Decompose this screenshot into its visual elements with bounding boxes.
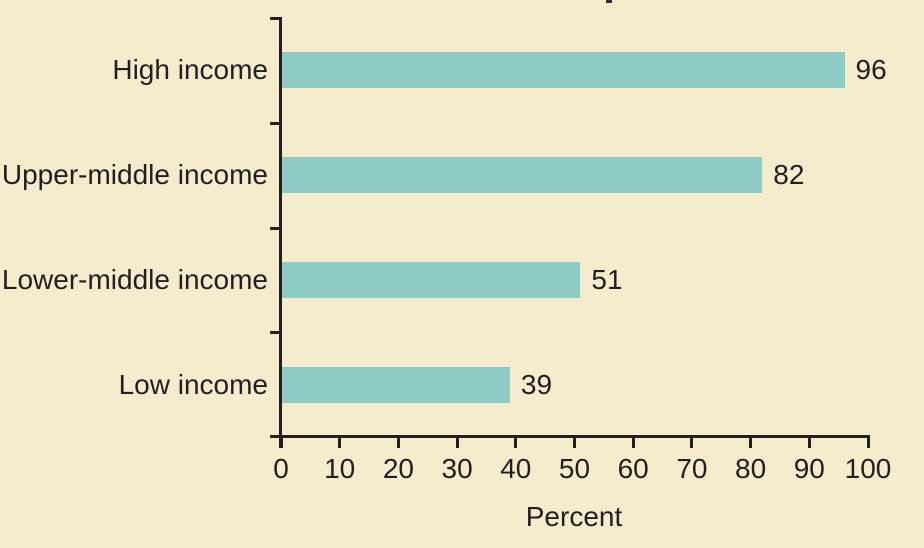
category-label: Lower-middle income <box>1 263 268 295</box>
bar <box>282 52 845 89</box>
x-tick-label: 90 <box>793 453 825 484</box>
x-axis-tick <box>573 437 576 448</box>
x-axis-tick <box>396 437 400 448</box>
cropped-text-artifact <box>606 0 612 3</box>
x-tick-label: 20 <box>382 453 414 484</box>
value-label: 96 <box>855 54 887 86</box>
x-tick-label: 40 <box>500 453 532 484</box>
x-axis-tick <box>866 437 870 448</box>
y-axis-line <box>279 18 282 448</box>
value-label: 82 <box>773 159 805 191</box>
category-label: Upper-middle income <box>1 159 268 191</box>
value-label: 39 <box>520 368 553 400</box>
category-label: Low income <box>118 368 268 400</box>
y-axis-tick <box>270 121 282 125</box>
category-label: High income <box>112 54 268 86</box>
bar <box>282 366 510 403</box>
x-tick-label: 50 <box>558 453 591 484</box>
x-tick-label: 30 <box>441 453 473 484</box>
x-axis-tick <box>749 437 753 448</box>
x-axis-tick <box>807 437 811 448</box>
bar <box>282 261 581 298</box>
y-axis-tick <box>270 226 282 230</box>
x-tick-label: 80 <box>735 453 767 484</box>
x-axis-tick <box>338 437 342 448</box>
x-axis-title: Percent <box>525 501 623 532</box>
x-axis-tick <box>690 437 694 448</box>
x-axis-tick <box>279 437 283 448</box>
x-axis-tick <box>514 437 518 448</box>
x-axis-tick <box>631 437 635 448</box>
x-tick-label: 0 <box>273 453 289 484</box>
x-tick-label: 70 <box>676 453 708 484</box>
value-label: 51 <box>591 263 623 295</box>
y-axis-tick <box>270 17 282 20</box>
y-axis-tick <box>270 331 282 335</box>
x-tick-label: 10 <box>324 453 356 484</box>
x-axis-line <box>270 435 870 438</box>
x-tick-label: 60 <box>617 453 649 484</box>
x-axis-tick <box>455 437 459 448</box>
x-tick-label: 100 <box>844 453 892 484</box>
bar <box>282 157 763 194</box>
